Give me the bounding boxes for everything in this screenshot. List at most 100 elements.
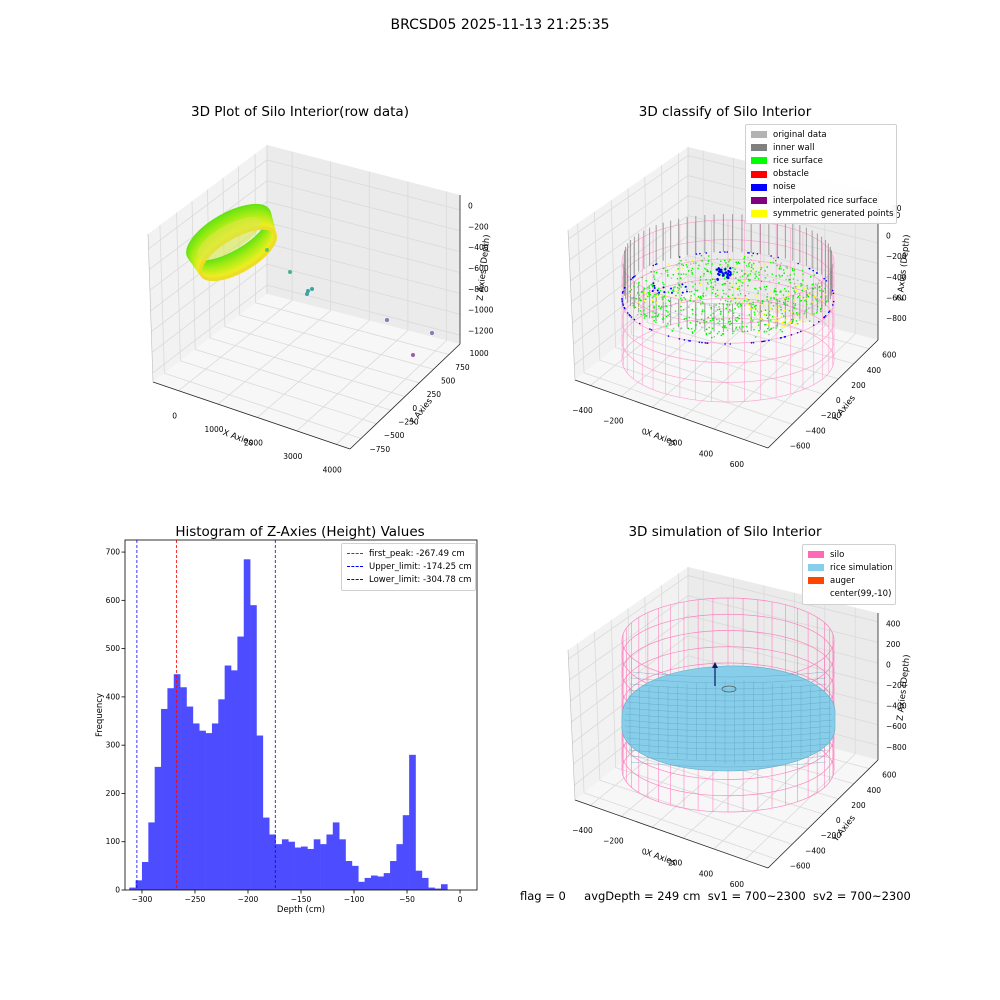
p3-plot-area: [125, 540, 477, 890]
flag-text: flag = 0: [520, 889, 566, 903]
p2-surface-point: [680, 310, 681, 311]
p2-surface-point: [712, 263, 713, 264]
p2-surface-point: [723, 325, 724, 326]
p2-surface-point: [765, 289, 766, 290]
p2-surface-point: [790, 322, 791, 323]
p2-surface-point: [782, 313, 783, 314]
p2-z-tick-label: −600: [886, 293, 907, 302]
p2-surface-point: [735, 317, 736, 318]
p2-surface-point: [633, 286, 634, 287]
p2-noise-point: [706, 342, 708, 344]
p2-surface-point: [773, 316, 774, 317]
p2-surface-point: [761, 281, 762, 282]
p4-silo-wireframe-ring: [622, 647, 834, 731]
p2-surface-point: [679, 302, 680, 303]
p1-grid-z: [151, 243, 460, 331]
p2-surface-point: [774, 290, 775, 291]
p2-surface-point: [779, 291, 780, 292]
p2-surface-point: [786, 304, 787, 305]
p2-surface-point: [706, 287, 707, 288]
p2-surface-point: [817, 301, 818, 302]
p2-surface-point: [654, 285, 655, 286]
p1-grid-y: [255, 154, 449, 355]
p2-edge-left: [568, 230, 575, 380]
p2-surface-point: [700, 296, 701, 297]
p2-surface-point: [783, 289, 784, 290]
p2-surface-point: [725, 327, 726, 328]
p4-grid-y: [628, 609, 823, 815]
p2-surface-point: [752, 304, 753, 305]
p2-surface-point: [780, 290, 781, 291]
p4-grid-y: [645, 597, 839, 799]
p2-surface-point: [710, 271, 711, 272]
p2-surface-point: [750, 320, 751, 321]
p2-surface-point: [719, 324, 720, 325]
p1-y-tick-label: 250: [427, 390, 442, 399]
p2-noise-point: [653, 285, 655, 287]
p3-histogram-bar: [269, 834, 276, 890]
p1-grid-x: [257, 172, 369, 418]
p3-y-tick-label: 600: [106, 596, 121, 605]
p2-noise-point: [718, 274, 720, 276]
p2-surface-point: [654, 279, 655, 280]
p2-surface-point: [793, 291, 794, 292]
p2-surface-point: [695, 314, 696, 315]
p2-surface-point: [737, 304, 738, 305]
p2-noise-point: [764, 340, 766, 342]
p2-noise-point: [655, 264, 657, 266]
p2-surface-point: [695, 290, 696, 291]
p2-surface-point: [758, 290, 759, 291]
p2-surface-point: [762, 301, 763, 302]
p2-noise-point: [719, 268, 721, 270]
p2-surface-point: [710, 320, 711, 321]
p2-surface-point: [733, 313, 734, 314]
p2-surface-point: [712, 289, 713, 290]
p2-surface-point: [730, 310, 731, 311]
p2-surface-point: [804, 300, 805, 301]
p2-surface-point: [658, 305, 659, 306]
p2-surface-point: [813, 313, 814, 314]
p3-histogram-bar: [428, 888, 435, 890]
p2-x-tick-label: 400: [699, 449, 714, 458]
p2-noise-point: [652, 290, 654, 292]
p1-grid-z: [149, 160, 461, 249]
p1-grid-z: [151, 222, 460, 310]
p2-surface-point: [720, 299, 721, 300]
p2-surface-point: [758, 324, 759, 325]
p3-histogram-bar: [441, 884, 448, 890]
p2-surface-point: [661, 306, 662, 307]
p4-z-tick-label: −600: [886, 722, 907, 731]
p2-y-tick-label: 600: [882, 351, 897, 360]
p1-y-axis-label: Y Axies: [407, 396, 435, 428]
p4-grid-z: [573, 676, 878, 764]
p2-surface-point: [694, 330, 695, 331]
p2-noise-point: [689, 340, 691, 342]
p2-surface-point: [692, 259, 693, 260]
p2-surface-point: [700, 279, 701, 280]
p2-surface-point: [643, 290, 644, 291]
p2-surface-point: [807, 304, 808, 305]
p3-histogram-bar: [295, 848, 302, 890]
p2-surface-point: [753, 263, 754, 264]
p2-surface-point: [663, 291, 664, 292]
p2-surface-point: [778, 282, 779, 283]
p1-grid-z: [152, 264, 460, 352]
p2-surface-point: [658, 280, 659, 281]
p2-surface-point: [699, 323, 700, 324]
p2-surface-point: [658, 294, 659, 295]
p2-surface-point: [728, 321, 729, 322]
p2-surface-point: [751, 267, 752, 268]
p2-noise-point: [622, 292, 624, 294]
p2-surface-point: [793, 278, 794, 279]
p2-noise-point: [705, 252, 707, 254]
p4-rice-mesh-line: [626, 708, 831, 713]
p2-surface-point: [717, 258, 718, 259]
p4-legend-swatch: [808, 591, 824, 598]
p2-silo-wireframe-ring: [622, 220, 834, 304]
p2-surface-point: [827, 298, 828, 299]
p2-surface-point: [738, 294, 739, 295]
p2-surface-point: [770, 302, 771, 303]
p2-surface-point: [681, 295, 682, 296]
p3-histogram-bar: [142, 862, 149, 890]
p2-surface-point: [779, 267, 780, 268]
